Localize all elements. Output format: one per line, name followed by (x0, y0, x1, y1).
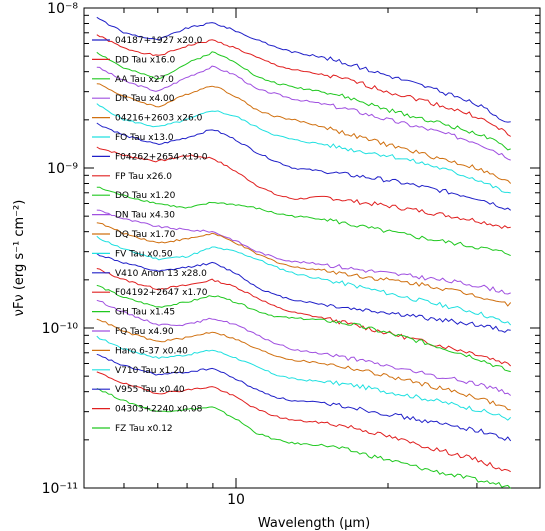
legend-entry: FZ Tau x0.12 (115, 424, 173, 434)
legend-entry: FV Tau x0.50 (115, 249, 173, 259)
legend-entry: DO Tau x1.20 (115, 191, 176, 201)
series-line (96, 284, 511, 373)
series-line (96, 335, 512, 421)
y-axis-label: νFν (erg s⁻¹ cm⁻²) (12, 200, 27, 317)
series-line (96, 186, 511, 257)
legend-entry: 04216+2603 x26.0 (115, 114, 203, 124)
legend-entry: V410 Anon 13 x28.0 (115, 269, 207, 279)
legend-entry: F04262+2654 x19.0 (115, 152, 208, 162)
series-line (96, 253, 511, 333)
y-tick-label: 10⁻¹¹ (42, 481, 78, 497)
x-tick-label: 10 (227, 492, 245, 508)
y-tick-label: 10⁻⁸ (47, 1, 78, 17)
series-line (96, 371, 511, 473)
series-line (96, 299, 512, 396)
plot-frame (83, 7, 541, 489)
series-line (96, 146, 511, 230)
series-line (96, 65, 511, 161)
legend-entry: V710 Tau x1.20 (115, 366, 185, 376)
series-line (96, 222, 512, 307)
legend-entry: DD Tau x16.0 (115, 55, 175, 65)
legend-entry: FP Tau x26.0 (115, 172, 172, 182)
series-line (96, 387, 512, 489)
series-line (96, 235, 512, 326)
legend-entry: DR Tau x4.00 (115, 94, 175, 104)
legend-entry: AA Tau x27.0 (115, 75, 174, 85)
series-line (96, 209, 511, 295)
series-line (96, 318, 511, 411)
series-line (96, 34, 511, 137)
series-line (96, 353, 512, 442)
legend-entry: GH Tau x1.45 (115, 308, 175, 318)
series-line (96, 51, 511, 151)
series-line (96, 103, 511, 194)
legend-entry: V955 Tau x0.40 (115, 385, 185, 395)
legend: 04187+1927 x20.0 DD Tau x16.0 AA Tau x27.0… (92, 36, 208, 434)
y-tick-label: 10⁻¹⁰ (42, 321, 79, 337)
legend-entry: DQ Tau x1.70 (115, 230, 176, 240)
legend-entry: DN Tau x4.30 (115, 211, 175, 221)
legend-entry: 04187+1927 x20.0 (115, 36, 203, 46)
series-line (96, 268, 512, 367)
y-tick-label: 10⁻⁹ (47, 161, 78, 177)
series-line (96, 16, 511, 123)
legend-entry: Haro 6-37 x0.40 (115, 346, 188, 356)
legend-entry: FQ Tau x4.90 (115, 327, 174, 337)
x-axis-label: Wavelength (μm) (258, 516, 370, 531)
series-line (96, 83, 512, 184)
series-line (96, 122, 512, 211)
legend-entry: FO Tau x13.0 (115, 133, 174, 143)
plot-border (83, 7, 541, 489)
ticks-layer: 10⁻⁸ 10⁻⁹ 10⁻¹⁰ 10⁻¹¹ 10 (42, 1, 540, 508)
series-layer (96, 16, 512, 489)
legend-entry: 04303+2240 x0.08 (115, 405, 203, 415)
legend-entry: F04192+2647 x1.70 (115, 288, 208, 298)
